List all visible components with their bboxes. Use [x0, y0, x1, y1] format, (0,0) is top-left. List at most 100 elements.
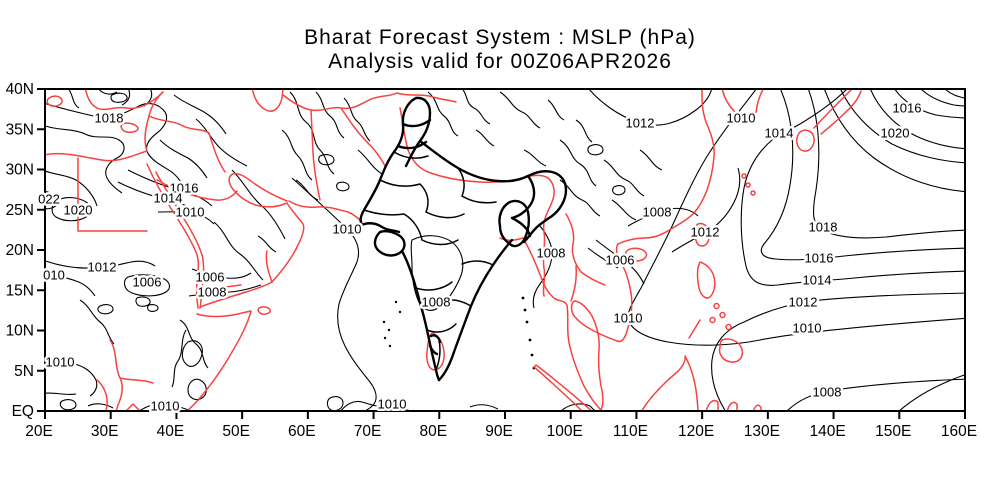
y-tick-label: 25N: [6, 202, 34, 219]
chart-header: Bharat Forecast System : MSLP (hPa) Anal…: [0, 26, 1000, 74]
y-tick-label: EQ: [12, 403, 34, 420]
coastline-path: [721, 90, 764, 120]
contour-label: 1006: [606, 253, 635, 268]
contour-label: 1018: [809, 220, 838, 235]
coastline-path: [84, 90, 164, 111]
contour-path: [281, 91, 383, 201]
contour-label: 1010: [151, 399, 180, 414]
india-state-borders: [363, 151, 497, 371]
y-tick-label: 20N: [6, 242, 34, 259]
contour-path: [587, 239, 645, 285]
y-tick-label: 35N: [6, 121, 34, 138]
coastline-path: [187, 310, 252, 410]
y-tick-label: 5N: [14, 363, 34, 380]
x-tick-label: 140E: [809, 423, 845, 440]
india-outline-path: [510, 174, 536, 238]
coastline-path: [251, 90, 284, 112]
coastline-path: [46, 91, 164, 162]
india-outline-path: [404, 96, 432, 168]
x-tick-label: 30E: [91, 423, 119, 440]
contour-path: [760, 90, 964, 261]
border-path: [282, 92, 457, 201]
border-path: [96, 339, 154, 410]
contour-label: 1010: [614, 311, 643, 326]
coastline-path: [796, 90, 862, 152]
contour-label: 1010: [727, 111, 756, 126]
contour-label: 1006: [133, 275, 162, 290]
contour-path: [326, 396, 410, 410]
contour-path: [123, 274, 171, 312]
contour-path: [46, 260, 156, 269]
contour-label: 1008: [198, 285, 227, 300]
coastline-path: [199, 172, 305, 308]
contour-label: 1006: [196, 270, 225, 285]
contour-label: 1020: [64, 203, 93, 218]
chart-subtitle: Analysis valid for 00Z06APR2026: [328, 50, 672, 73]
y-tick-label: 15N: [6, 282, 34, 299]
contour-label: 010: [43, 268, 65, 283]
contour-label: 1014: [765, 126, 794, 141]
x-tick-label: 50E: [222, 423, 250, 440]
contour-label: 1018: [95, 111, 124, 126]
coastline-path: [288, 200, 363, 223]
coastline-path: [741, 173, 756, 196]
contour-path: [117, 181, 206, 218]
contour-label: 1008: [537, 246, 566, 261]
coastline-path: [688, 261, 744, 363]
contour-path: [191, 268, 252, 279]
chart-title: Bharat Forecast System : MSLP (hPa): [304, 26, 696, 49]
contour-label: 1008: [813, 385, 842, 400]
contour-label: 1016: [805, 251, 834, 266]
x-tick-label: 70E: [354, 423, 382, 440]
x-tick-label: 130E: [744, 423, 780, 440]
coastline-path: [146, 163, 200, 309]
contour-path: [627, 90, 964, 346]
contour-label: 022: [38, 192, 60, 207]
contour-path: [469, 403, 595, 410]
coastlines-and-borders: [46, 90, 862, 410]
contour-label: 1010: [793, 321, 822, 336]
contour-label: 1012: [691, 225, 720, 240]
contour-label: 1012: [789, 295, 818, 310]
contour-label: 1020: [881, 126, 910, 141]
contour-path: [740, 90, 964, 286]
x-tick-label: 110E: [613, 423, 648, 440]
x-tick-label: 150E: [875, 423, 911, 440]
border-path: [148, 115, 273, 291]
contour-label: 1008: [422, 295, 451, 310]
india-outline-path: [418, 139, 568, 244]
india-outline-path: [400, 249, 441, 382]
x-tick-label: 60E: [288, 423, 316, 440]
border-path: [399, 107, 555, 297]
contour-path: [671, 167, 741, 253]
contour-path: [188, 284, 262, 297]
x-tick-label: 80E: [419, 423, 447, 440]
coastline-path: [694, 222, 710, 247]
contour-label: 1012: [88, 260, 117, 275]
coastline-path: [257, 306, 271, 315]
contour-path: [79, 299, 209, 401]
contour-label: 1010: [176, 205, 205, 220]
contour-path: [157, 211, 215, 225]
contour-path: [46, 90, 248, 207]
contour-path: [627, 207, 699, 227]
contour-path: [46, 191, 59, 210]
x-tick-label: 120E: [678, 423, 714, 440]
coastline-path: [625, 247, 648, 262]
contour-path: [46, 357, 98, 397]
coastline-path: [155, 171, 205, 309]
x-tick-label: 100E: [547, 423, 583, 440]
contour-label: 1016: [170, 181, 199, 196]
contour-path: [427, 90, 565, 167]
contour-path: [46, 103, 186, 192]
axis-tick-labels: 20E 30E 40E 50E 60E 70E 80E 90E 100E 110E 120E 130E…: [6, 81, 978, 440]
contour-label: 1014: [803, 273, 832, 288]
contour-label: 1010: [378, 397, 407, 412]
island-dots: [382, 296, 536, 370]
pressure-contours: [46, 90, 964, 410]
contour-label: 1016: [893, 101, 922, 116]
coastline-path: [641, 355, 699, 410]
